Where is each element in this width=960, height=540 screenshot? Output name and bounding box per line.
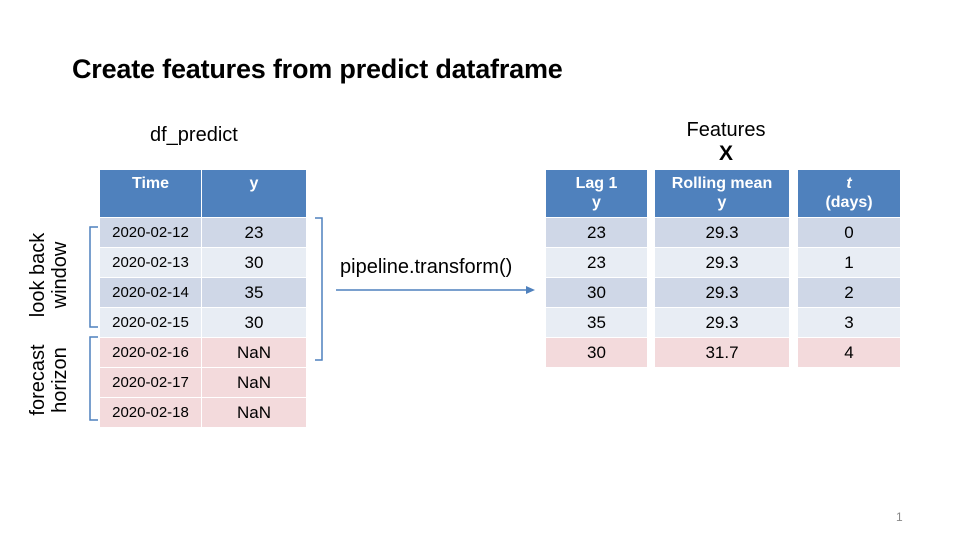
table-row: 30 xyxy=(545,277,648,308)
pipeline-transform-label: pipeline.transform() xyxy=(340,256,513,278)
features-title: Features xyxy=(686,119,766,141)
y-cell: 30 xyxy=(201,307,307,338)
y-cell: NaN xyxy=(201,397,307,428)
y-cell: 35 xyxy=(201,277,307,308)
table-row: 1 xyxy=(797,247,901,278)
y-column-header: y xyxy=(201,169,307,218)
rolling-cell: 29.3 xyxy=(654,247,790,278)
t-cell: 3 xyxy=(797,307,901,338)
t-header-row: t (days) xyxy=(797,169,901,218)
lag-cell: 35 xyxy=(545,307,648,338)
df-predict-label: df_predict xyxy=(150,124,238,146)
rolling-column-header: Rolling mean y xyxy=(654,169,790,218)
features-label: Features X xyxy=(656,118,796,166)
rolling-header-row: Rolling mean y xyxy=(654,169,790,218)
rolling-cell: 29.3 xyxy=(654,307,790,338)
t-header-line: t xyxy=(846,175,852,192)
y-cell: NaN xyxy=(201,367,307,398)
lag-header-line: Lag 1 xyxy=(575,175,618,192)
t-cell: 4 xyxy=(797,337,901,368)
y-cell: 23 xyxy=(201,217,307,248)
transform-arrow-head xyxy=(526,286,535,294)
table-row: 29.3 xyxy=(654,247,790,278)
page-number: 1 xyxy=(896,510,903,524)
table-row: 2020-02-17 NaN xyxy=(99,367,307,398)
time-cell: 2020-02-14 xyxy=(99,277,202,308)
lag-header-row: Lag 1 y xyxy=(545,169,648,218)
table-row: 2020-02-16 NaN xyxy=(99,337,307,368)
lag-cell: 30 xyxy=(545,277,648,308)
t-header-line: (days) xyxy=(825,194,873,211)
predict-table: Time y 2020-02-12 23 2020-02-13 30 2020-… xyxy=(99,169,307,428)
table-row: 31.7 xyxy=(654,337,790,368)
table-row: 2 xyxy=(797,277,901,308)
table-row: 2020-02-14 35 xyxy=(99,277,307,308)
t-cell: 0 xyxy=(797,217,901,248)
time-index-feature-table: t (days) 0 1 2 3 4 xyxy=(797,169,901,368)
table-row: 30 xyxy=(545,337,648,368)
rolling-cell: 31.7 xyxy=(654,337,790,368)
table-row: 35 xyxy=(545,307,648,338)
lookback-bracket xyxy=(89,226,98,328)
forecast-bracket xyxy=(89,336,98,421)
rolling-cell: 29.3 xyxy=(654,217,790,248)
rolling-header-line: Rolling mean xyxy=(671,175,773,192)
time-cell: 2020-02-15 xyxy=(99,307,202,338)
lag-cell: 23 xyxy=(545,217,648,248)
predict-header-row: Time y xyxy=(99,169,307,218)
table-row: 29.3 xyxy=(654,307,790,338)
table-row: 2020-02-15 30 xyxy=(99,307,307,338)
features-x-label: X xyxy=(718,142,733,165)
rolling-mean-feature-table: Rolling mean y 29.3 29.3 29.3 29.3 31.7 xyxy=(654,169,790,368)
lag-column-header: Lag 1 y xyxy=(545,169,648,218)
table-row: 2020-02-13 30 xyxy=(99,247,307,278)
table-row: 23 xyxy=(545,217,648,248)
time-column-header: Time xyxy=(99,169,202,218)
table-row: 29.3 xyxy=(654,217,790,248)
t-cell: 2 xyxy=(797,277,901,308)
table-row: 4 xyxy=(797,337,901,368)
table-row: 3 xyxy=(797,307,901,338)
lag-feature-table: Lag 1 y 23 23 30 35 30 xyxy=(545,169,648,368)
table-row: 29.3 xyxy=(654,277,790,308)
input-window-bracket xyxy=(315,217,323,361)
lag-header-line: y xyxy=(592,194,601,211)
rolling-cell: 29.3 xyxy=(654,277,790,308)
t-cell: 1 xyxy=(797,247,901,278)
table-row: 2020-02-18 NaN xyxy=(99,397,307,428)
time-cell: 2020-02-13 xyxy=(99,247,202,278)
time-cell: 2020-02-18 xyxy=(99,397,202,428)
rolling-header-line: y xyxy=(717,194,727,211)
table-row: 2020-02-12 23 xyxy=(99,217,307,248)
t-column-header: t (days) xyxy=(797,169,901,218)
lag-cell: 23 xyxy=(545,247,648,278)
time-cell: 2020-02-17 xyxy=(99,367,202,398)
table-row: 0 xyxy=(797,217,901,248)
y-cell: 30 xyxy=(201,247,307,278)
time-cell: 2020-02-16 xyxy=(99,337,202,368)
time-cell: 2020-02-12 xyxy=(99,217,202,248)
table-row: 23 xyxy=(545,247,648,278)
lag-cell: 30 xyxy=(545,337,648,368)
slide-title: Create features from predict dataframe xyxy=(72,54,563,84)
